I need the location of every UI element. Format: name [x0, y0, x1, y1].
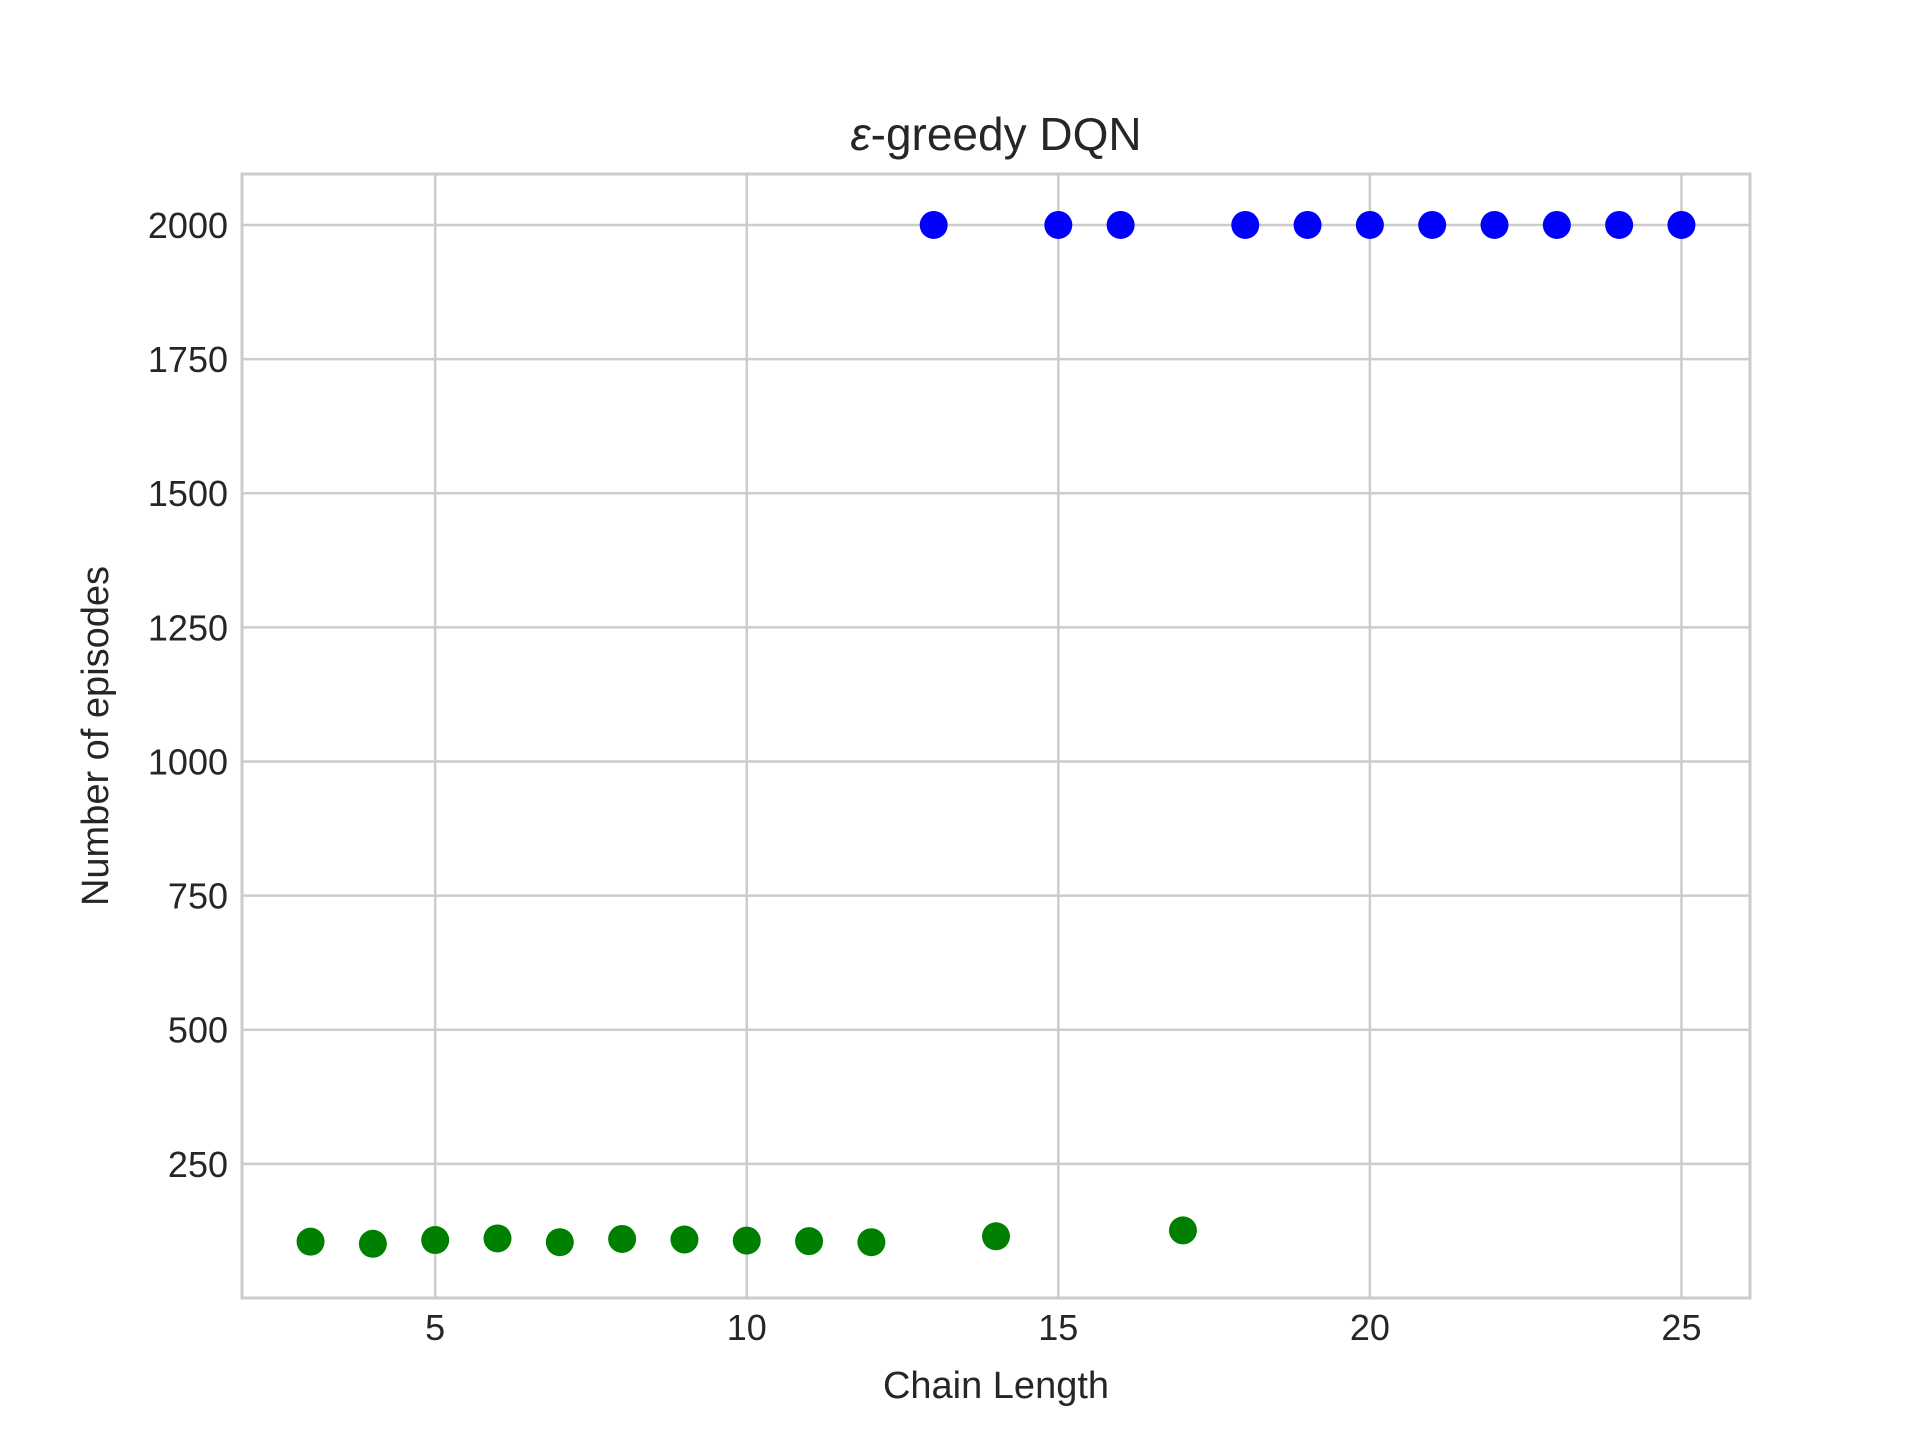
data-point [732, 1226, 761, 1255]
data-point [358, 1229, 387, 1258]
data-point [1044, 210, 1073, 239]
x-tick-label: 5 [425, 1307, 445, 1348]
y-tick-label: 1250 [148, 607, 228, 648]
data-point [1542, 210, 1571, 239]
data-point [483, 1224, 512, 1253]
x-axis-label: Chain Length [883, 1365, 1109, 1407]
y-tick-label: 1000 [148, 741, 228, 782]
data-point [1418, 210, 1447, 239]
chart-title: ε-greedy DQN [850, 108, 1141, 160]
data-points [296, 210, 1696, 1258]
y-tick-label: 750 [168, 876, 228, 917]
title-epsilon-symbol: ε [850, 108, 871, 160]
data-point [1168, 1216, 1197, 1245]
y-tick-label: 1500 [148, 473, 228, 514]
x-tick-label: 15 [1038, 1307, 1078, 1348]
x-tick-label: 20 [1350, 1307, 1390, 1348]
data-point [296, 1227, 325, 1256]
tick-labels: 5 10 15 20 25 250 500 750 1000 1250 1500 1750 2000 [148, 205, 1702, 1348]
y-axis-label: Number of episodes [75, 566, 117, 906]
data-point [1106, 210, 1135, 239]
data-point [1667, 210, 1696, 239]
data-point [919, 210, 948, 239]
grid-lines [242, 174, 1750, 1298]
x-tick-label: 25 [1661, 1307, 1701, 1348]
y-tick-label: 500 [168, 1010, 228, 1051]
y-tick-label: 250 [168, 1144, 228, 1185]
data-point [545, 1228, 574, 1257]
data-point [1355, 210, 1384, 239]
data-point [982, 1222, 1010, 1251]
data-point [421, 1226, 450, 1255]
plot-frame [240, 172, 1752, 1300]
data-point [1231, 210, 1260, 239]
data-point [1293, 210, 1322, 239]
data-point [857, 1228, 886, 1257]
data-point [670, 1225, 699, 1254]
data-point [608, 1224, 637, 1253]
y-tick-label: 2000 [148, 205, 228, 246]
data-point [1480, 210, 1509, 239]
x-tick-label: 10 [727, 1307, 767, 1348]
data-point [795, 1227, 824, 1256]
title-text-rest: -greedy DQN [871, 108, 1142, 160]
y-tick-label: 1750 [148, 339, 228, 380]
plot-area-background [242, 174, 1750, 1298]
data-point [1605, 210, 1634, 239]
